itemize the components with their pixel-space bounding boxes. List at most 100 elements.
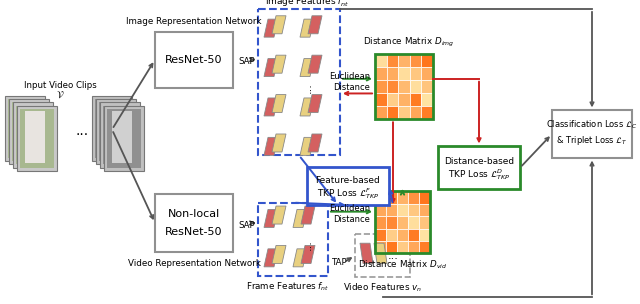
Bar (99, 102, 133, 161)
Text: ...: ... (388, 250, 399, 261)
Bar (375, 93, 387, 106)
Bar (552, 110, 632, 158)
Polygon shape (374, 243, 387, 264)
Bar (104, 105, 124, 157)
Bar (375, 192, 386, 204)
Bar (95, 99, 129, 158)
Polygon shape (264, 209, 278, 227)
Polygon shape (264, 19, 278, 37)
Text: Distance Matrix $D_{img}$: Distance Matrix $D_{img}$ (364, 36, 454, 49)
Bar (419, 216, 430, 229)
Bar (387, 93, 398, 106)
Bar (375, 80, 387, 93)
Bar (13, 102, 53, 168)
Text: Image Features $\hat{i}_{nt}$: Image Features $\hat{i}_{nt}$ (265, 0, 349, 9)
Bar (397, 229, 408, 241)
Polygon shape (272, 245, 286, 264)
Bar (408, 192, 419, 204)
Bar (375, 192, 430, 253)
Bar (387, 106, 398, 119)
Bar (17, 105, 37, 157)
Text: Frame Features $f_{nt}$: Frame Features $f_{nt}$ (246, 281, 330, 293)
Bar (410, 93, 421, 106)
Polygon shape (301, 206, 315, 224)
Bar (12, 102, 46, 161)
Polygon shape (264, 59, 278, 77)
Bar (410, 106, 421, 119)
Text: Input Video Clips: Input Video Clips (24, 81, 97, 90)
Polygon shape (308, 95, 322, 112)
Bar (20, 109, 54, 168)
Bar (375, 106, 387, 119)
Polygon shape (300, 19, 314, 37)
Text: SAP: SAP (238, 57, 255, 67)
Bar (307, 167, 389, 205)
Bar (258, 203, 328, 276)
Polygon shape (272, 95, 286, 112)
Text: Distance: Distance (333, 83, 370, 92)
Bar (419, 229, 430, 241)
Bar (107, 109, 141, 168)
Polygon shape (264, 98, 278, 116)
Bar (103, 106, 137, 164)
Text: Non-local: Non-local (168, 209, 220, 219)
Polygon shape (301, 245, 315, 264)
Text: ResNet-50: ResNet-50 (165, 227, 223, 237)
Text: Video Representation Network: Video Representation Network (127, 259, 260, 268)
Text: Euclidean: Euclidean (329, 72, 370, 81)
Polygon shape (272, 206, 286, 224)
Bar (17, 106, 57, 171)
Bar (92, 96, 132, 161)
Bar (100, 101, 120, 153)
Polygon shape (308, 134, 322, 152)
Bar (421, 54, 433, 67)
Polygon shape (300, 59, 314, 77)
Bar (421, 80, 433, 93)
Bar (398, 106, 410, 119)
Polygon shape (264, 137, 278, 155)
Text: Distance Matrix $D_{vid}$: Distance Matrix $D_{vid}$ (358, 258, 447, 271)
Text: & Triplet Loss $\mathcal{L}_T$: & Triplet Loss $\mathcal{L}_T$ (556, 134, 628, 147)
Bar (387, 80, 398, 93)
Text: $\mathcal{V}$: $\mathcal{V}$ (56, 89, 64, 100)
Polygon shape (308, 16, 322, 34)
Text: Distance: Distance (333, 215, 370, 224)
Bar (421, 93, 433, 106)
Polygon shape (264, 249, 278, 267)
Bar (16, 106, 50, 164)
Bar (96, 99, 136, 164)
Bar (258, 9, 340, 155)
Bar (398, 80, 410, 93)
Bar (419, 192, 430, 204)
Polygon shape (293, 209, 307, 227)
Bar (375, 241, 386, 253)
Bar (408, 204, 419, 216)
Polygon shape (272, 134, 286, 152)
Bar (386, 241, 397, 253)
Bar (13, 101, 33, 153)
Bar (375, 67, 387, 80)
Text: ResNet-50: ResNet-50 (165, 55, 223, 65)
Bar (421, 106, 433, 119)
Text: TAP: TAP (332, 258, 348, 267)
Bar (398, 93, 410, 106)
Bar (355, 234, 410, 277)
Bar (386, 204, 397, 216)
Bar (5, 96, 45, 161)
Polygon shape (300, 98, 314, 116)
Bar (410, 67, 421, 80)
Polygon shape (300, 137, 314, 155)
Bar (410, 80, 421, 93)
Bar (8, 99, 42, 158)
Text: Classification Loss $\mathcal{L}_C$: Classification Loss $\mathcal{L}_C$ (547, 119, 637, 131)
Bar (375, 204, 386, 216)
Bar (397, 204, 408, 216)
Bar (21, 108, 41, 160)
Bar (387, 54, 398, 67)
Bar (386, 192, 397, 204)
Text: TKP Loss $\mathcal{L}^F_{TKP}$: TKP Loss $\mathcal{L}^F_{TKP}$ (317, 186, 380, 201)
Bar (419, 204, 430, 216)
Bar (386, 216, 397, 229)
Bar (421, 67, 433, 80)
Polygon shape (308, 55, 322, 73)
